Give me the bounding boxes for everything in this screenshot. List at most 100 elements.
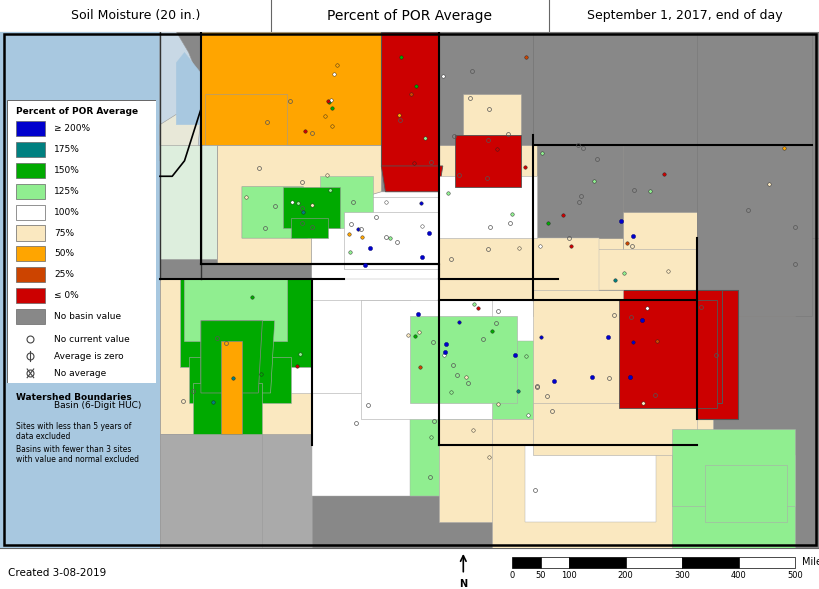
Polygon shape — [438, 176, 536, 238]
Polygon shape — [618, 290, 721, 403]
Text: Percent of POR Average: Percent of POR Average — [16, 107, 138, 116]
Polygon shape — [381, 166, 442, 192]
Bar — [16, 309, 45, 324]
Text: No basin value: No basin value — [54, 312, 121, 321]
Polygon shape — [438, 145, 622, 279]
Polygon shape — [438, 32, 532, 145]
Polygon shape — [160, 32, 217, 145]
Polygon shape — [188, 357, 291, 403]
Text: No average: No average — [54, 369, 106, 378]
Text: 300: 300 — [673, 571, 690, 580]
Polygon shape — [438, 419, 598, 522]
Bar — [625, 557, 681, 568]
Bar — [681, 557, 738, 568]
Polygon shape — [532, 403, 696, 455]
Bar — [16, 226, 45, 240]
Polygon shape — [622, 213, 696, 279]
Polygon shape — [532, 249, 794, 316]
Polygon shape — [160, 434, 262, 548]
Polygon shape — [455, 135, 520, 187]
Text: 75%: 75% — [54, 229, 75, 237]
Text: Cascadia
Basin: Cascadia Basin — [48, 212, 92, 233]
Polygon shape — [311, 192, 438, 279]
Text: 50: 50 — [535, 571, 545, 580]
Text: 50%: 50% — [54, 249, 75, 259]
Polygon shape — [352, 197, 438, 264]
Polygon shape — [176, 52, 201, 125]
Bar — [16, 184, 45, 198]
Text: September 1, 2017, end of day: September 1, 2017, end of day — [586, 9, 781, 22]
Bar — [738, 557, 794, 568]
Polygon shape — [221, 342, 242, 434]
Text: ≤ 0%: ≤ 0% — [54, 292, 79, 300]
Polygon shape — [160, 145, 217, 259]
Text: Created 3-08-2019: Created 3-08-2019 — [8, 568, 106, 578]
Text: Miles: Miles — [801, 557, 819, 567]
Text: 125%: 125% — [54, 187, 80, 196]
Polygon shape — [536, 145, 622, 238]
Polygon shape — [410, 342, 573, 496]
Polygon shape — [319, 176, 373, 228]
Polygon shape — [160, 32, 819, 548]
Text: Watershed Boundaries: Watershed Boundaries — [16, 393, 131, 402]
Bar — [541, 557, 568, 568]
Polygon shape — [0, 32, 160, 548]
Polygon shape — [192, 383, 262, 434]
Polygon shape — [291, 217, 328, 238]
Polygon shape — [704, 465, 786, 522]
Polygon shape — [491, 419, 713, 548]
Polygon shape — [598, 290, 737, 419]
Polygon shape — [438, 238, 598, 300]
Polygon shape — [201, 321, 274, 393]
Text: ≥ 200%: ≥ 200% — [54, 124, 90, 133]
Text: 150%: 150% — [54, 166, 80, 175]
Text: Percent of POR Average: Percent of POR Average — [327, 9, 492, 23]
Text: 400: 400 — [730, 571, 746, 580]
Bar — [16, 267, 45, 282]
Text: Basin (6-Digit HUC): Basin (6-Digit HUC) — [54, 401, 142, 411]
Text: No current value: No current value — [54, 335, 130, 343]
Polygon shape — [532, 32, 819, 238]
Text: 500: 500 — [786, 571, 803, 580]
Polygon shape — [463, 94, 520, 135]
Text: 25%: 25% — [54, 270, 75, 279]
Bar — [16, 142, 45, 157]
Polygon shape — [311, 279, 573, 496]
Text: N: N — [459, 578, 467, 588]
Polygon shape — [201, 321, 262, 393]
Bar — [568, 557, 625, 568]
Text: Soil Moisture (20 in.): Soil Moisture (20 in.) — [70, 9, 200, 22]
Polygon shape — [618, 300, 717, 408]
Polygon shape — [532, 290, 622, 419]
Text: 100%: 100% — [54, 207, 80, 217]
Polygon shape — [180, 279, 311, 367]
Bar — [16, 288, 45, 303]
Bar — [16, 163, 45, 178]
Polygon shape — [381, 32, 438, 166]
Bar — [16, 121, 45, 136]
Text: Average is zero: Average is zero — [54, 352, 124, 360]
Polygon shape — [524, 445, 655, 522]
Text: 175%: 175% — [54, 145, 80, 154]
Polygon shape — [160, 114, 201, 161]
Text: 200: 200 — [617, 571, 633, 580]
Polygon shape — [242, 187, 307, 238]
Text: Basins with fewer than 3 sites
with value and normal excluded: Basins with fewer than 3 sites with valu… — [16, 445, 138, 464]
Text: 0: 0 — [509, 571, 514, 580]
Polygon shape — [205, 94, 287, 145]
Polygon shape — [311, 279, 549, 471]
Text: Sites with less than 5 years of
data excluded: Sites with less than 5 years of data exc… — [16, 422, 131, 441]
Polygon shape — [160, 279, 438, 445]
Polygon shape — [283, 187, 340, 228]
Polygon shape — [160, 434, 311, 548]
Polygon shape — [672, 429, 794, 507]
Polygon shape — [360, 300, 491, 419]
Bar — [512, 557, 541, 568]
Text: Blanco Fracture Zone: Blanco Fracture Zone — [28, 290, 62, 372]
Bar — [16, 204, 45, 220]
Polygon shape — [217, 145, 381, 264]
Polygon shape — [672, 455, 794, 548]
Polygon shape — [410, 316, 516, 403]
Polygon shape — [696, 32, 811, 316]
Polygon shape — [201, 32, 381, 145]
